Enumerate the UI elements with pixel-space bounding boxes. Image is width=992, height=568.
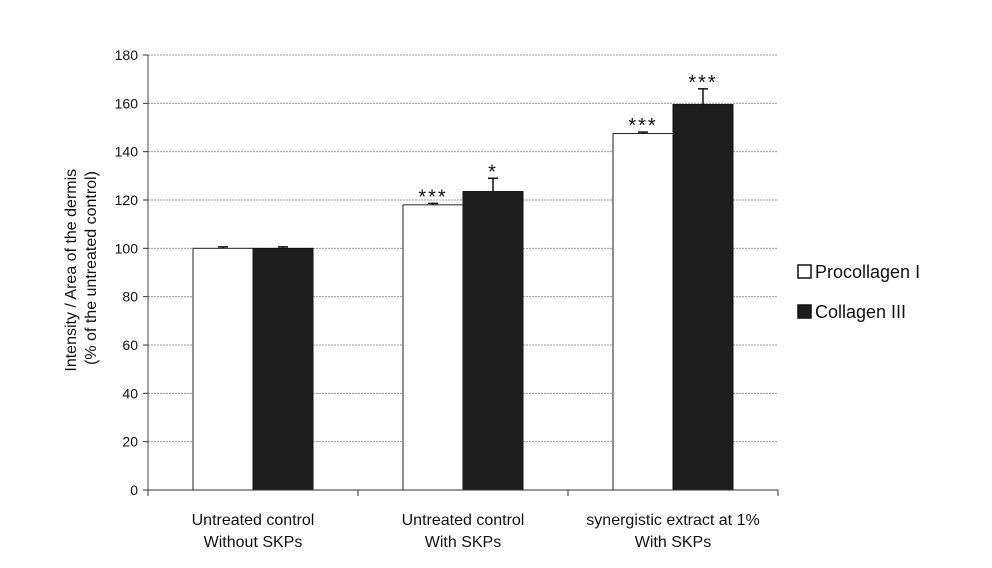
x-category-label: Untreated control Without SKPs <box>192 512 315 551</box>
x-category-label-line: Without SKPs <box>204 534 303 551</box>
bar-procollagen-i-2 <box>402 204 464 491</box>
legend-item-collagen-iii: Collagen III <box>797 302 906 322</box>
legend-swatch-procollagen-i <box>797 264 812 279</box>
x-category-label-line: Untreated control <box>402 512 525 529</box>
x-category-label: synergistic extract at 1% With SKPs <box>586 512 759 551</box>
y-axis-label: Intensity / Area of the dermis (% of the… <box>63 164 100 371</box>
y-tick-label: 120 <box>115 192 139 208</box>
y-tick-label: 180 <box>115 47 139 63</box>
significance-marker: *** <box>628 115 657 137</box>
y-axis-label-line-1: Intensity / Area of the dermis <box>63 169 80 372</box>
y-axis-label-line-2: (% of the untreated control) <box>83 171 100 365</box>
x-category-label-line: With SKPs <box>425 534 501 551</box>
y-tick-label: 60 <box>122 337 138 353</box>
significance-marker: *** <box>688 72 717 94</box>
legend-swatch-collagen-iii <box>797 304 812 319</box>
y-tick-label: 140 <box>115 144 139 160</box>
legend-label-collagen-iii: Collagen III <box>815 302 906 322</box>
y-tick-label: 40 <box>122 385 138 401</box>
legend: Procollagen I Collagen III <box>797 262 920 322</box>
bars: ********** <box>192 72 734 491</box>
legend-item-procollagen-i: Procollagen I <box>797 262 920 282</box>
x-category-label: Untreated control With SKPs <box>402 512 525 551</box>
legend-label-procollagen-i: Procollagen I <box>815 262 920 282</box>
bar-procollagen-i-1 <box>192 247 254 491</box>
y-tick-label: 0 <box>130 482 138 498</box>
x-category-label-line: synergistic extract at 1% <box>586 512 759 529</box>
y-tick-label: 20 <box>122 434 138 450</box>
x-category-label-line: With SKPs <box>635 534 711 551</box>
bar-collagen-iii-1 <box>252 247 314 491</box>
bar-collagen-iii-3 <box>672 104 734 491</box>
y-tick-label: 80 <box>122 289 138 305</box>
y-axis: 0 20 40 60 80 100 120 140 160 180 <box>115 47 149 498</box>
significance-marker: * <box>488 161 498 183</box>
y-tick-label: 100 <box>115 240 139 256</box>
bar-procollagen-i-3 <box>612 133 674 491</box>
y-tick-label: 160 <box>115 95 139 111</box>
significance-marker: *** <box>418 186 447 208</box>
x-category-label-line: Untreated control <box>192 512 315 529</box>
bar-collagen-iii-2 <box>462 191 524 491</box>
